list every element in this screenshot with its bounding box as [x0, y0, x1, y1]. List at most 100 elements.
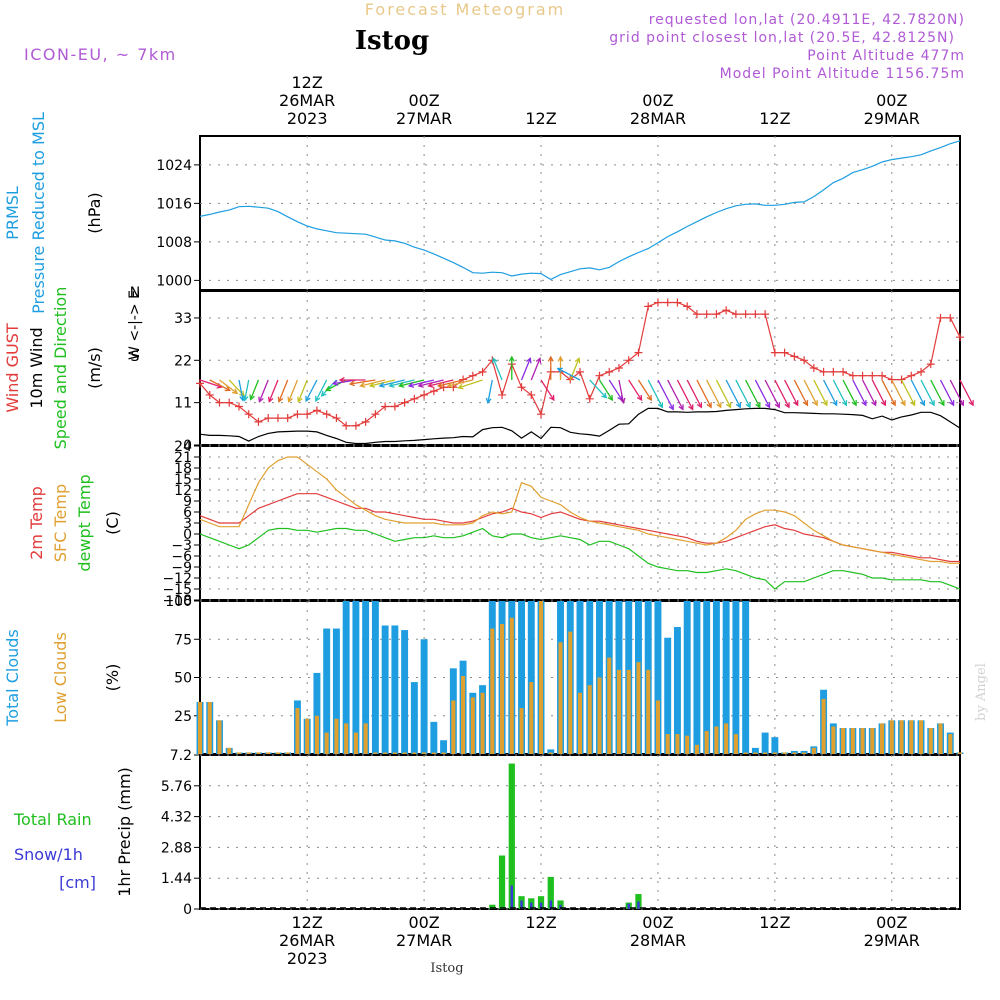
low-cloud-bar [402, 752, 407, 754]
wind-arrowhead [861, 400, 867, 407]
gust-marker [624, 356, 633, 365]
wind-arrowhead [900, 400, 906, 407]
gust-marker [537, 410, 546, 419]
wind-arrow [244, 379, 250, 401]
wind-arrow [598, 379, 613, 401]
gust-marker [264, 414, 273, 423]
wind-arrow [793, 379, 808, 406]
wind-arrowhead [958, 400, 965, 407]
wind-arrowhead [427, 382, 434, 388]
low-cloud-bar [636, 662, 641, 754]
low-cloud-bar [616, 669, 621, 754]
gust-marker [215, 398, 224, 407]
low-cloud-bar [217, 720, 222, 754]
snow-bar [559, 904, 562, 909]
gust-marker [420, 390, 429, 399]
y-tick-label: 1024 [156, 158, 192, 174]
total-cloud-bar [410, 682, 418, 754]
low-cloud-bar [685, 735, 690, 754]
low-cloud-bar [461, 675, 466, 754]
wind-arrowhead [446, 382, 454, 388]
panel-label: Wind GUST [3, 323, 22, 413]
top-time-label: 2023 [287, 109, 328, 128]
y-tick-label: 6 [183, 505, 192, 521]
panel-label: 10m Wind [27, 327, 46, 408]
low-cloud-bar [753, 752, 758, 754]
y-tick-label: 0 [183, 438, 192, 454]
snow-bar [539, 902, 543, 909]
wind-arrow [949, 379, 964, 406]
y-axis-label: (%) [103, 664, 122, 692]
top-time-label: 12Z [759, 109, 790, 128]
wind-arrowhead [726, 402, 732, 409]
total-cloud-bar [722, 601, 730, 754]
y-axis-label: (hPa) [85, 192, 104, 233]
gust-marker [800, 356, 809, 365]
wind-arrow [920, 379, 935, 406]
gust-marker [673, 298, 682, 307]
2m-temp-line [199, 493, 960, 563]
total-cloud-bar [683, 601, 691, 754]
top-time-label: 12Z [525, 109, 556, 128]
gust-marker [858, 371, 867, 380]
low-cloud-bar [665, 734, 670, 754]
wind-arrow [676, 379, 694, 410]
precip-panel: 0 1.44 2.88 4.32 5.76 7.2 Total Rain Snow/1h [cm… [13, 748, 961, 918]
wind-arrowhead [822, 400, 828, 407]
bottom-time-label: 2023 [287, 949, 328, 968]
low-cloud-bar [207, 701, 212, 754]
low-cloud-bar [870, 727, 875, 754]
panel-label: Snow/1h [14, 845, 83, 864]
wind-arrow [219, 379, 238, 394]
clouds-panel: 25 50 75 100 Total Clouds Low Clouds (%) [3, 594, 964, 755]
pressure-panel: 1000 1008 1016 1024 PRMSL Pressure Reduced to… [3, 112, 961, 314]
wind-arrowhead [535, 357, 542, 364]
total-cloud-bar [371, 601, 379, 754]
wind-arrowhead [764, 402, 771, 409]
y-axis-label: (m/s) [85, 347, 104, 389]
top-time-label: 27MAR [396, 109, 452, 128]
wind-arrowhead [378, 382, 385, 388]
wind-arrowhead [417, 382, 424, 388]
wind-arrow [628, 379, 643, 401]
wind-arrowhead [968, 400, 974, 407]
bottom-time-label: 27MAR [396, 931, 452, 950]
gust-marker [273, 414, 282, 423]
y-tick-label: 75 [174, 632, 192, 648]
low-cloud-bar [383, 752, 388, 754]
low-cloud-bar [607, 657, 612, 754]
y-tick-label: 11 [174, 396, 192, 412]
wind-arrowhead [793, 400, 799, 407]
y-tick-label: 25 [174, 709, 192, 725]
low-cloud-bar [880, 723, 885, 754]
gust-marker [809, 364, 818, 372]
wind-arrow [881, 379, 896, 406]
bottom-time-label: 12Z [525, 913, 556, 932]
total-cloud-bar [323, 628, 331, 754]
precip-frame [199, 754, 961, 910]
wind-arrowhead [249, 394, 255, 401]
low-cloud-bar [724, 723, 729, 754]
gust-marker [576, 367, 584, 376]
wind-arrow [686, 379, 702, 408]
total-cloud-bar [751, 747, 759, 754]
low-cloud-bar [587, 685, 592, 754]
pressure-frame [199, 135, 961, 291]
wind-arrow [297, 379, 308, 402]
low-cloud-bar [275, 752, 280, 754]
y-tick-label: 100 [165, 594, 192, 610]
wind-arrowhead [601, 392, 608, 399]
total-cloud-bar [518, 601, 526, 754]
wind-arrowhead [305, 395, 311, 403]
low-cloud-bar [675, 734, 680, 754]
gust-marker [702, 310, 711, 319]
wind-arrow [871, 379, 886, 406]
wind-arrow [764, 379, 780, 408]
y-tick-label: 12 [174, 483, 192, 499]
total-cloud-bar [654, 601, 662, 754]
gust-marker [887, 375, 896, 384]
bottom-time-label: 00Z [876, 913, 907, 932]
wind-arrow [199, 379, 222, 388]
total-cloud-bar [712, 601, 720, 754]
